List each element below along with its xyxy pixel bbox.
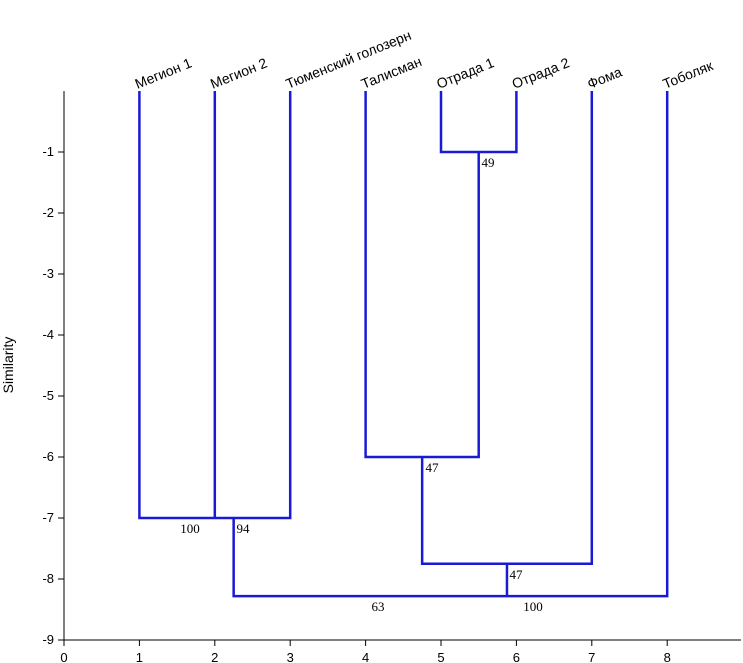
leaf-label: Мегион 2	[208, 54, 270, 91]
bootstrap-label: 100	[523, 599, 543, 614]
bootstrap-label: 63	[372, 599, 385, 614]
branch	[439, 91, 518, 154]
x-tick-label: 7	[588, 650, 595, 663]
x-tick-label: 3	[287, 650, 294, 663]
y-axis-label: Similarity	[0, 337, 16, 394]
x-tick-label: 1	[136, 650, 143, 663]
x-tick-label: 5	[437, 650, 444, 663]
labels: Мегион 1 Мегион 2 Тюменский голозернТалисм…	[133, 27, 716, 614]
x-tick-label: 2	[211, 650, 218, 663]
leaf-label: Мегион 1	[133, 54, 195, 91]
x-tick-label: 4	[362, 650, 369, 663]
branch	[232, 91, 669, 598]
bootstrap-label: 47	[510, 567, 524, 582]
x-tick-label: 0	[60, 650, 67, 663]
leaf-label: Фома	[585, 63, 624, 91]
y-tick-label: -7	[42, 510, 54, 525]
axes: -1 -2 -3 -4 -5 -6 -7 -8 -9 0 1 2 3 4 5 6 7 8	[42, 91, 741, 663]
leaf-label: Отрада 1	[434, 54, 496, 92]
y-tick-label: -9	[42, 632, 54, 647]
branch	[420, 91, 594, 565]
leaf-label: Тюменский голозерн	[283, 27, 413, 92]
branch	[364, 91, 480, 459]
bootstrap-label: 94	[237, 521, 251, 536]
y-tick-label: -1	[42, 144, 54, 159]
bootstrap-label: 49	[482, 155, 495, 170]
x-tick-label: 8	[664, 650, 671, 663]
y-tick-label: -3	[42, 266, 54, 281]
leaf-label: Отрада 2	[510, 54, 572, 92]
y-tick-label: -8	[42, 571, 54, 586]
y-tick-label: -5	[42, 388, 54, 403]
x-tick-label: 6	[513, 650, 520, 663]
y-tick-label: -2	[42, 205, 54, 220]
bootstrap-label: 47	[426, 460, 440, 475]
branches	[138, 91, 669, 598]
y-tick-label: -6	[42, 449, 54, 464]
y-tick-label: -4	[42, 327, 54, 342]
leaf-label: Тоболяк	[660, 57, 716, 92]
bootstrap-label: 100	[180, 521, 200, 536]
